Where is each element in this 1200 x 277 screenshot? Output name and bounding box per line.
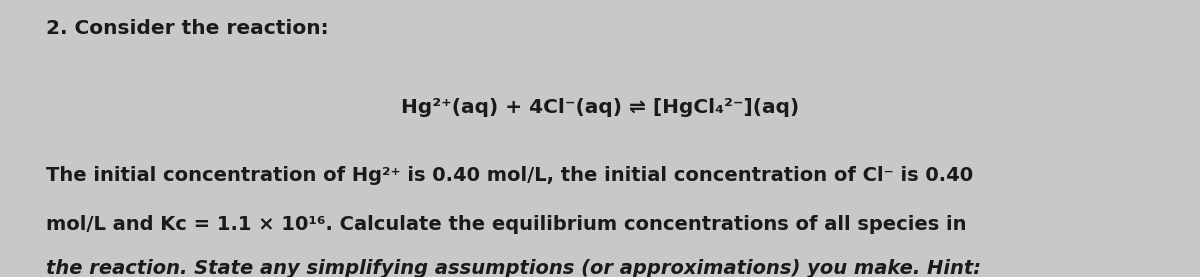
Text: Hg²⁺(aq) + 4Cl⁻(aq) ⇌ [HgCl₄²⁻](aq): Hg²⁺(aq) + 4Cl⁻(aq) ⇌ [HgCl₄²⁻](aq) (401, 98, 799, 117)
Text: the reaction. State any simplifying assumptions (or approximations) you make. Hi: the reaction. State any simplifying assu… (46, 259, 980, 277)
Text: 2. Consider the reaction:: 2. Consider the reaction: (46, 19, 329, 39)
Text: mol/L and Kᴄ = 1.1 × 10¹⁶. Calculate the equilibrium concentrations of all speci: mol/L and Kᴄ = 1.1 × 10¹⁶. Calculate the… (46, 215, 966, 234)
Text: The initial concentration of Hg²⁺ is 0.40 mol/L, the initial concentration of Cl: The initial concentration of Hg²⁺ is 0.4… (46, 166, 973, 185)
